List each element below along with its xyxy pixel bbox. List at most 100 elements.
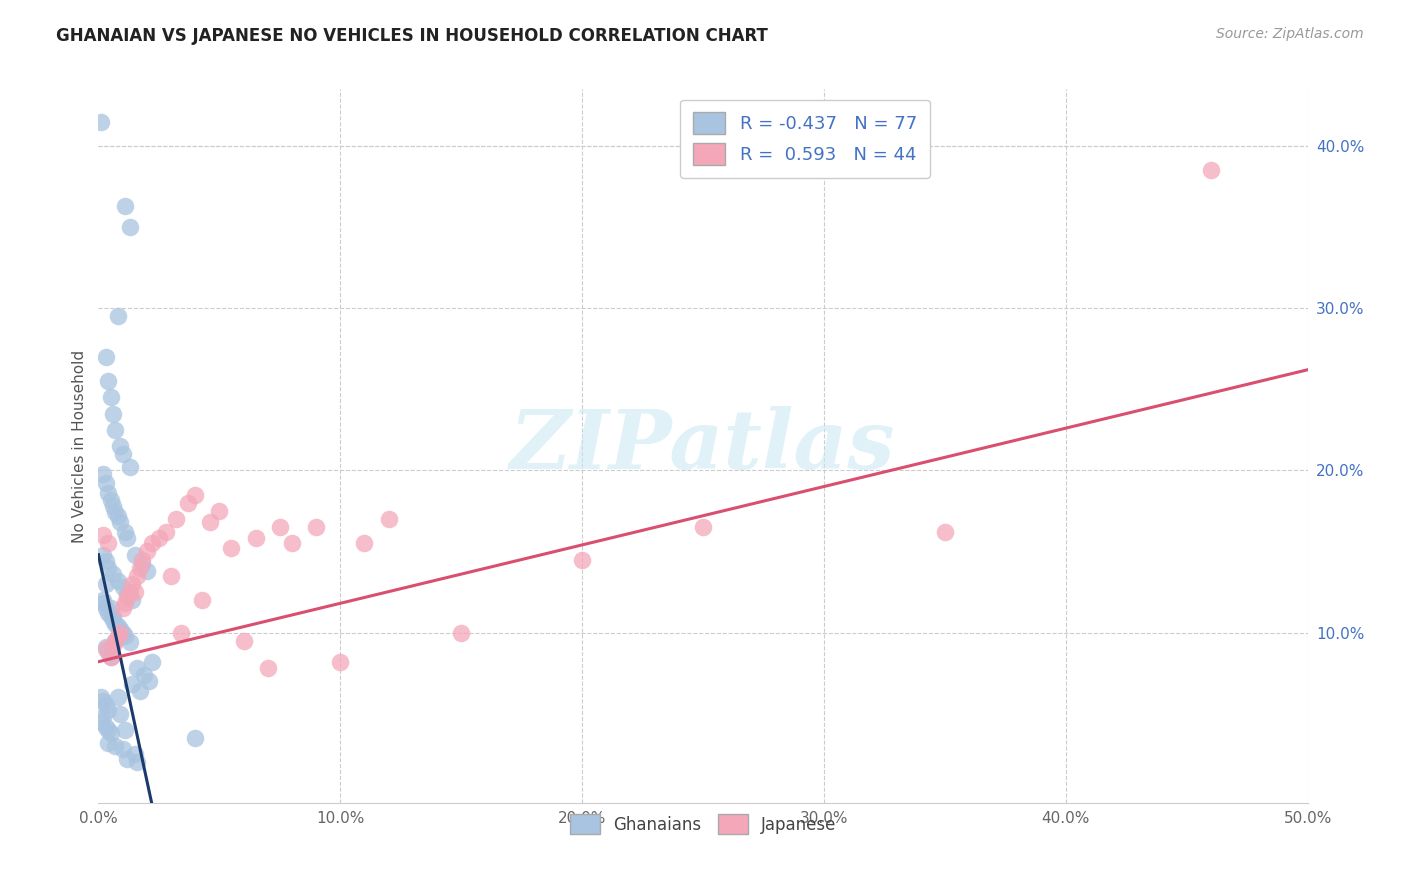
Point: [121, 577, 143, 591]
Point: [101, 639, 124, 653]
Y-axis label: No Vehicles in Household: No Vehicles in Household: [72, 350, 87, 542]
Point: [100, 609, 122, 624]
Point: [692, 520, 714, 534]
Point: [90, 690, 112, 705]
Point: [107, 508, 129, 523]
Point: [97, 606, 120, 620]
Point: [269, 520, 291, 534]
Point: [90, 114, 112, 128]
Point: [108, 622, 131, 636]
Point: [101, 499, 124, 513]
Point: [114, 723, 136, 737]
Point: [100, 492, 122, 507]
Point: [118, 585, 141, 599]
Point: [104, 633, 127, 648]
Point: [184, 488, 207, 502]
Point: [100, 726, 122, 740]
Point: [107, 574, 129, 588]
Point: [127, 661, 149, 675]
Point: [124, 747, 146, 761]
Point: [108, 439, 131, 453]
Point: [148, 532, 170, 546]
Point: [97, 486, 120, 500]
Point: [118, 220, 141, 235]
Point: [94, 640, 117, 654]
Point: [108, 625, 131, 640]
Point: [117, 586, 139, 600]
Point: [256, 661, 278, 675]
Point: [107, 629, 129, 643]
Point: [184, 731, 207, 745]
Text: ZIPatlas: ZIPatlas: [510, 406, 896, 486]
Point: [94, 554, 117, 568]
Point: [91, 593, 114, 607]
Point: [91, 693, 114, 707]
Point: [114, 596, 136, 610]
Point: [100, 649, 122, 664]
Point: [97, 736, 120, 750]
Point: [377, 512, 399, 526]
Point: [97, 703, 120, 717]
Point: [118, 460, 141, 475]
Point: [169, 625, 191, 640]
Point: [104, 739, 127, 753]
Point: [94, 476, 117, 491]
Point: [232, 633, 254, 648]
Point: [107, 310, 129, 324]
Point: [111, 447, 134, 461]
Point: [94, 350, 117, 364]
Point: [94, 601, 117, 615]
Point: [101, 609, 124, 624]
Point: [94, 641, 117, 656]
Point: [245, 532, 267, 546]
Point: [155, 524, 177, 539]
Point: [165, 512, 187, 526]
Point: [127, 756, 149, 770]
Point: [108, 706, 131, 721]
Point: [107, 619, 129, 633]
Point: [117, 532, 139, 546]
Point: [128, 684, 150, 698]
Point: [571, 552, 593, 566]
Point: [177, 496, 200, 510]
Point: [121, 593, 143, 607]
Point: [100, 649, 122, 664]
Point: [111, 580, 134, 594]
Point: [101, 567, 124, 582]
Point: [191, 593, 214, 607]
Point: [118, 635, 141, 649]
Point: [91, 548, 114, 562]
Point: [934, 524, 956, 539]
Point: [104, 633, 127, 648]
Point: [329, 655, 352, 669]
Point: [134, 667, 156, 681]
Point: [101, 407, 124, 421]
Point: [141, 536, 163, 550]
Point: [104, 617, 127, 632]
Point: [94, 577, 117, 591]
Point: [97, 723, 120, 737]
Point: [91, 467, 114, 481]
Point: [97, 645, 120, 659]
Legend: Ghanaians, Japanese: Ghanaians, Japanese: [562, 807, 844, 841]
Point: [104, 506, 127, 520]
Point: [111, 742, 134, 756]
Point: [107, 690, 129, 705]
Point: [127, 568, 149, 582]
Point: [101, 613, 124, 627]
Point: [281, 536, 304, 550]
Point: [97, 536, 120, 550]
Point: [111, 601, 134, 615]
Point: [121, 677, 143, 691]
Point: [97, 374, 120, 388]
Point: [114, 629, 136, 643]
Text: GHANAIAN VS JAPANESE NO VEHICLES IN HOUSEHOLD CORRELATION CHART: GHANAIAN VS JAPANESE NO VEHICLES IN HOUS…: [56, 27, 768, 45]
Point: [221, 541, 243, 556]
Point: [117, 752, 139, 766]
Text: Source: ZipAtlas.com: Source: ZipAtlas.com: [1216, 27, 1364, 41]
Point: [108, 515, 131, 529]
Point: [305, 520, 328, 534]
Point: [160, 568, 183, 582]
Point: [114, 524, 136, 539]
Point: [131, 552, 153, 566]
